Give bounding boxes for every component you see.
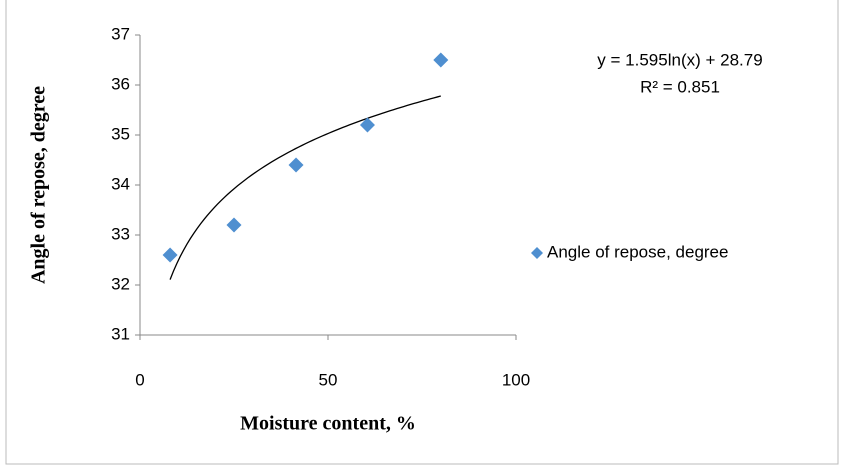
x-tick-label: 100 [502, 370, 530, 389]
data-point [433, 52, 449, 68]
legend-marker [531, 247, 543, 259]
data-point [162, 247, 178, 263]
trendline-equation: y = 1.595ln(x) + 28.79 [597, 50, 762, 69]
chart-border [5, 0, 839, 465]
data-point [288, 157, 304, 173]
x-tick-label: 50 [319, 370, 338, 389]
legend-label: Angle of repose, degree [547, 242, 728, 261]
y-tick-label: 35 [111, 124, 130, 143]
data-point [226, 217, 242, 233]
trendline [169, 95, 441, 280]
y-tick-label: 32 [111, 274, 130, 293]
y-tick-label: 37 [111, 24, 130, 43]
x-tick-label: 0 [135, 370, 144, 389]
y-axis-label: Angle of repose, degree [28, 86, 50, 284]
y-tick-label: 36 [111, 74, 130, 93]
y-tick-label: 34 [111, 174, 130, 193]
y-tick-label: 31 [111, 324, 130, 343]
data-point [359, 117, 375, 133]
y-tick-label: 33 [111, 224, 130, 243]
trendline-r2: R² = 0.851 [640, 77, 720, 96]
x-axis-label: Moisture content, % [240, 413, 416, 435]
